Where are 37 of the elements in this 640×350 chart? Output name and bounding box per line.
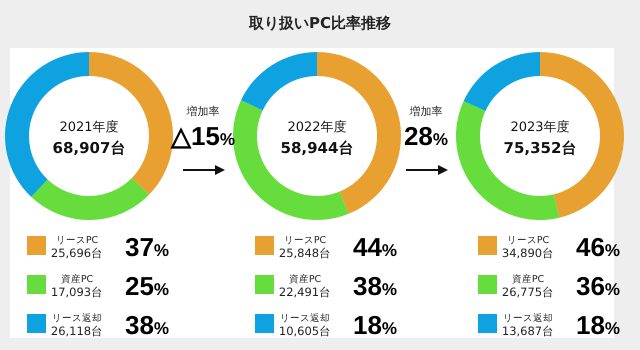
- data-label: 26,775台: [502, 285, 554, 299]
- legend-label: リース返却: [280, 312, 330, 324]
- text: 増加率: [186, 105, 220, 118]
- text: 2021年度: [59, 119, 119, 135]
- legend-label: リース返却: [503, 312, 553, 324]
- text: 2022年度: [287, 119, 347, 135]
- legend-label: リースPC: [506, 235, 550, 246]
- text: 25%: [125, 271, 170, 301]
- data-label: 17,093台: [50, 285, 104, 299]
- text: 68,907台: [52, 139, 126, 157]
- data-label: 34,890台: [502, 246, 554, 260]
- text: 46%: [576, 232, 620, 262]
- text: 36%: [576, 271, 620, 301]
- legend-label: 資産PC: [288, 273, 322, 285]
- text: 38%: [125, 310, 170, 340]
- text: 28%: [404, 121, 448, 151]
- text: 2023年度: [510, 119, 570, 135]
- data-label: 22,491台: [278, 285, 332, 299]
- text: 18%: [576, 310, 620, 340]
- data-label: 10,605台: [278, 324, 332, 338]
- data-label: 25,696台: [50, 246, 104, 260]
- text: 18%: [353, 310, 398, 340]
- data-label: 13,687台: [502, 324, 554, 338]
- legend-label: 資産PC: [60, 273, 94, 285]
- text: 58,944台: [280, 139, 354, 157]
- data-label: 25,848台: [278, 246, 332, 260]
- legend-label: リース返却: [52, 312, 102, 324]
- legend-label: リースPC: [56, 235, 99, 246]
- text: 38%: [353, 271, 398, 301]
- legend-label: 資産PC: [512, 273, 545, 285]
- text: 取り扱いPC比率推移: [248, 14, 392, 32]
- legend-label: リースPC: [284, 235, 327, 246]
- text: 37%: [125, 232, 170, 262]
- text: 44%: [353, 232, 398, 262]
- data-label: 26,118台: [50, 324, 104, 338]
- text: 75,352台: [504, 139, 576, 157]
- text: 増加率: [408, 105, 442, 118]
